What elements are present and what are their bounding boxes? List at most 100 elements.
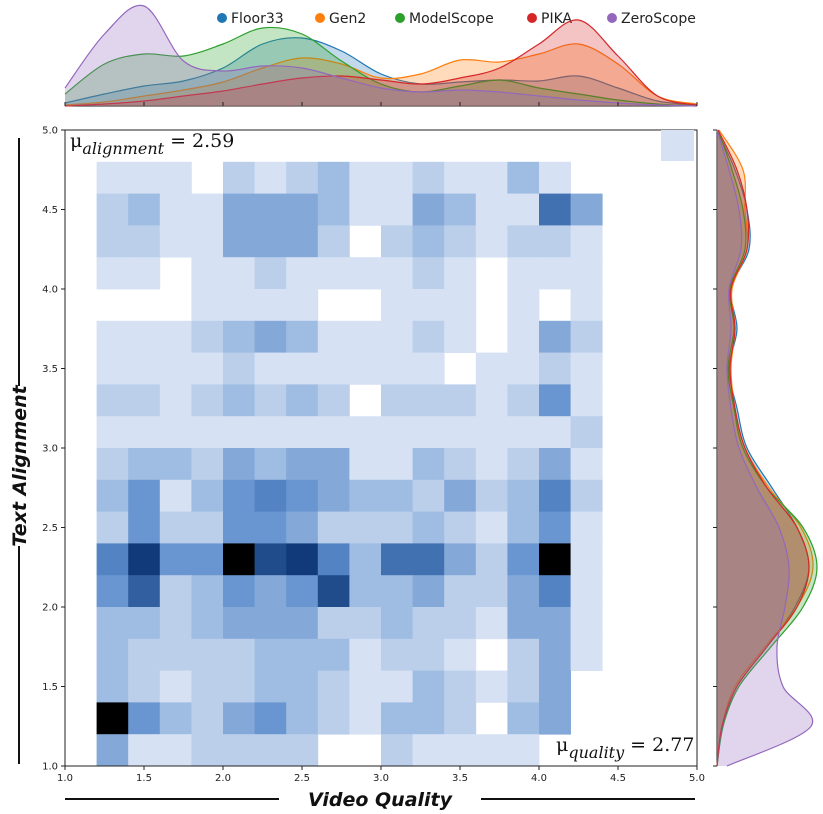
heatmap-cell — [507, 289, 540, 322]
heatmap-cell — [444, 161, 477, 194]
heatmap-cell — [349, 257, 382, 290]
mu-quality-annotation: μquality = 2.77 — [556, 734, 694, 762]
heatmap-cell — [191, 320, 224, 353]
heatmap-cell — [96, 734, 129, 767]
x-tick-label: 3.0 — [373, 773, 389, 784]
heatmap-cell — [317, 670, 350, 703]
heatmap-cell — [507, 416, 540, 449]
heatmap-cell — [191, 448, 224, 481]
heatmap-cell — [412, 479, 445, 512]
legend-swatch-gen2 — [315, 13, 325, 23]
heatmap-cell — [444, 384, 477, 417]
heatmap-cell — [507, 193, 540, 226]
heatmap-cell — [128, 543, 161, 576]
heatmap-cell — [317, 193, 350, 226]
heatmap-cell — [475, 607, 508, 640]
heatmap-cell — [254, 511, 287, 544]
heatmap-cell — [191, 225, 224, 258]
heatmap-cell — [317, 638, 350, 671]
heatmap-cell — [444, 320, 477, 353]
heatmap-cell — [570, 320, 603, 353]
heatmap-cell — [254, 289, 287, 322]
heatmap-cell — [475, 575, 508, 608]
heatmap-cell — [381, 638, 413, 671]
heatmap-cell — [223, 448, 255, 481]
heatmap-cell — [159, 479, 192, 512]
heatmap-cell — [96, 416, 129, 449]
heatmap-cell — [254, 257, 287, 290]
heatmap-cell — [159, 734, 192, 767]
heatmap-cell — [223, 416, 255, 449]
heatmap-cell — [128, 607, 161, 640]
heatmap-cell — [539, 448, 571, 481]
heatmap-cell — [444, 702, 477, 735]
y-tick-label: 1.0 — [42, 762, 58, 773]
heatmap-cell — [539, 511, 571, 544]
heatmap-cell — [96, 320, 129, 353]
heatmap-cell — [223, 575, 255, 608]
top-density-line-modelscope — [64, 26, 698, 107]
heatmap-cell — [570, 225, 603, 258]
heatmap-cell — [96, 193, 129, 226]
heatmap-cell — [159, 511, 192, 544]
heatmap-cell — [381, 607, 413, 640]
heatmap-cell — [191, 352, 224, 385]
heatmap-cell — [539, 416, 571, 449]
legend-label-floor33: Floor33 — [231, 11, 284, 27]
heatmap-cell — [412, 511, 445, 544]
heatmap-cell — [223, 543, 255, 576]
heatmap-cell — [159, 161, 192, 194]
heatmap-cell — [444, 289, 477, 322]
heatmap-cell — [286, 320, 319, 353]
heatmap-cell — [159, 607, 192, 640]
heatmap-cell — [349, 670, 382, 703]
heatmap-cell — [349, 416, 382, 449]
heatmap-cell — [507, 702, 540, 735]
heatmap-cell — [286, 289, 319, 322]
heatmap-cell — [381, 448, 413, 481]
heatmap-cell — [444, 575, 477, 608]
heatmap-cell — [570, 289, 603, 322]
heatmap-cell — [412, 352, 445, 385]
heatmap-cell — [349, 320, 382, 353]
heatmap-cell — [191, 289, 224, 322]
heatmap-cell — [539, 384, 571, 417]
heatmap-cell — [539, 607, 571, 640]
heatmap-cell — [286, 352, 319, 385]
heatmap-cell — [349, 511, 382, 544]
heatmap-cell — [191, 575, 224, 608]
legend-label-gen2: Gen2 — [329, 11, 366, 27]
heatmap-cell — [475, 384, 508, 417]
heatmap-cell — [412, 193, 445, 226]
heatmap-cell — [254, 225, 287, 258]
top-density-line-zeroscope — [64, 4, 698, 107]
heatmap-cell — [444, 193, 477, 226]
heatmap-cell — [412, 225, 445, 258]
heatmap-cell — [286, 734, 319, 767]
heatmap-cell — [507, 448, 540, 481]
heatmap-cell — [223, 352, 255, 385]
heatmap-cell — [570, 352, 603, 385]
heatmap-cell — [444, 511, 477, 544]
heatmap-cell — [412, 289, 445, 322]
heatmap — [96, 161, 603, 767]
heatmap-cell — [570, 638, 603, 671]
legend-label-zeroscope: ZeroScope — [621, 11, 696, 27]
heatmap-cell — [412, 257, 445, 290]
right-density-area-floor33 — [717, 130, 810, 766]
heatmap-cell — [412, 448, 445, 481]
heatmap-cell — [128, 734, 161, 767]
heatmap-cell — [381, 670, 413, 703]
heatmap-cell — [223, 161, 255, 194]
heatmap-cell — [159, 702, 192, 735]
heatmap-cell — [539, 193, 571, 226]
right-density-line-modelscope — [716, 129, 818, 767]
mu-quality-subscript: quality — [568, 743, 625, 762]
heatmap-cell — [539, 670, 571, 703]
heatmap-cell — [254, 161, 287, 194]
heatmap-cell — [444, 416, 477, 449]
heatmap-cell — [381, 575, 413, 608]
heatmap-cell — [223, 384, 255, 417]
heatmap-cell — [96, 257, 129, 290]
heatmap-cell — [475, 670, 508, 703]
